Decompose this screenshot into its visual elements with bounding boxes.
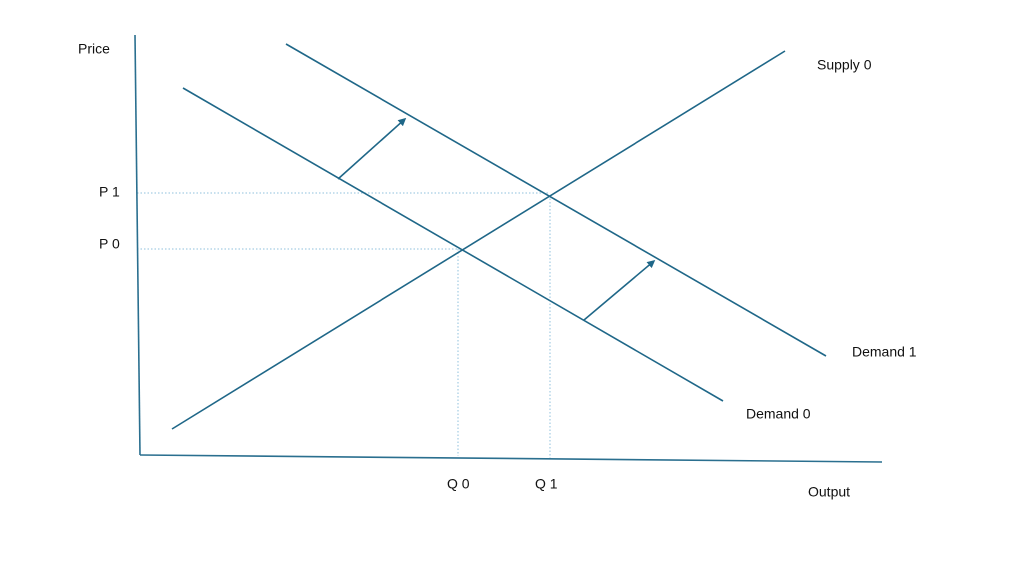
price-label: P 0 <box>99 236 120 252</box>
x-axis-label: Output <box>808 484 850 500</box>
shift-arrow <box>337 117 407 180</box>
shift-arrow <box>583 259 656 321</box>
x-axis <box>139 454 883 463</box>
y-axis-label: Price <box>78 41 110 57</box>
quantity-label: Q 1 <box>535 476 558 492</box>
price-label: P 1 <box>99 184 120 200</box>
curve-label: Demand 0 <box>746 406 811 422</box>
demand-1-curve <box>285 43 827 357</box>
curve-label: Supply 0 <box>817 57 872 73</box>
supply-curve <box>171 50 786 430</box>
demand-0-curve <box>182 87 724 402</box>
quantity-label: Q 0 <box>447 476 470 492</box>
curve-label: Demand 1 <box>852 344 917 360</box>
y-axis <box>134 34 141 456</box>
